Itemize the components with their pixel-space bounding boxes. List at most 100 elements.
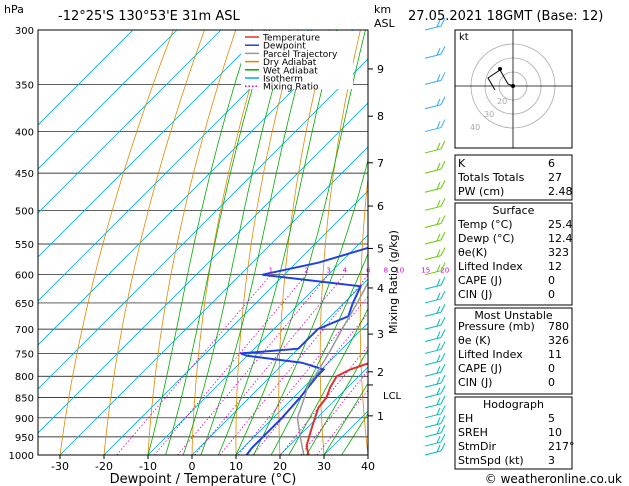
wind-barb <box>424 262 446 276</box>
wind-barb <box>424 179 446 193</box>
wind-barb-flag <box>436 318 441 327</box>
mixing-ratio-title: Mixing Ratio (g/kg) <box>387 230 400 334</box>
pressure-tick-label: 650 <box>15 299 34 310</box>
wind-barb-flag <box>440 231 446 241</box>
mixing-ratio-label: 10 <box>395 267 404 275</box>
wind-barb-flag <box>436 233 441 242</box>
pressure-tick-label: 300 <box>15 26 34 37</box>
mixing-ratio-label: 4 <box>343 267 348 275</box>
wind-barb-staff <box>424 148 442 154</box>
wind-barb-flag <box>436 426 441 435</box>
wind-barb <box>424 231 446 245</box>
index-label: K <box>458 157 466 170</box>
index-label: CAPE (J) <box>458 362 502 375</box>
wind-barb-flag <box>436 343 441 351</box>
wind-barb-flag <box>440 290 446 300</box>
isotherm-line <box>38 102 368 434</box>
index-label: SREH <box>458 426 488 439</box>
hodograph-ring-label: 20 <box>497 97 507 106</box>
wind-barb-flag <box>436 397 441 406</box>
wind-barb <box>424 329 446 342</box>
legend-label: Parcel Trajectory <box>263 50 338 60</box>
pressure-units: hPa <box>4 3 24 16</box>
wind-barb-flag <box>436 387 441 395</box>
wet-adiabat-line <box>182 30 290 455</box>
isotherm-line <box>38 30 266 258</box>
hodograph: kt 20 30 40 <box>454 29 573 149</box>
index-label: Pressure (mb) <box>458 320 535 333</box>
index-value: 0 <box>548 376 555 389</box>
wind-barb-staff <box>424 450 442 456</box>
legend-label: Temperature <box>262 34 320 44</box>
wind-barb-flag <box>436 444 441 453</box>
wind-barb-flag <box>440 374 446 384</box>
wind-barb <box>424 160 446 174</box>
dry-adiabat-line <box>147 30 237 455</box>
wind-barb-flag <box>440 304 446 313</box>
plot-frame <box>37 29 369 456</box>
index-value: 11 <box>548 348 562 361</box>
wind-barb-flag <box>436 19 441 28</box>
wind-barb <box>424 424 446 438</box>
wind-barb-staff <box>424 223 442 229</box>
x-tick-label: -10 <box>139 460 157 473</box>
index-label: θe (K) <box>458 334 491 347</box>
wind-barb <box>424 17 446 31</box>
datetime-title: 27.05.2021 18GMT (Base: 12) <box>408 9 603 24</box>
isotherm-line <box>59 146 368 455</box>
wind-barb-flag <box>436 366 441 374</box>
wind-barb-staff <box>424 298 442 304</box>
index-value: 2.48 <box>548 185 573 198</box>
wind-barb-staff <box>424 413 442 419</box>
legend-label: Dry Adiabat <box>263 58 317 68</box>
wet-adiabat-line <box>147 30 253 455</box>
wind-barb-flag <box>436 264 441 272</box>
wind-barb-flag <box>440 72 446 81</box>
index-value: 25.4 <box>548 218 573 231</box>
isotherm-line <box>38 58 368 390</box>
dry-adiabat-line <box>437 30 456 455</box>
index-label: Lifted Index <box>458 348 523 361</box>
index-value: 217° <box>548 440 575 453</box>
index-value: 0 <box>548 274 555 287</box>
wind-barb <box>424 198 446 211</box>
index-value: 3 <box>548 454 555 467</box>
pressure-tick-label: 350 <box>15 80 34 91</box>
location-title: -12°25'S 130°53'E 31m ASL <box>58 9 240 24</box>
pressure-tick-label: 500 <box>15 206 34 217</box>
index-label: Dewp (°C) <box>458 232 514 245</box>
asl-label: ASL <box>374 17 396 30</box>
wind-barb-flag <box>436 417 441 425</box>
isotherm-line <box>38 30 178 170</box>
km-tick-label: 6 <box>377 200 384 213</box>
isotherm-line <box>38 30 310 302</box>
wind-barb-flag <box>436 292 441 301</box>
legend-label: Dewpoint <box>263 42 306 52</box>
wet-adiabat-line <box>288 307 368 455</box>
mixing-ratio-label: 6 <box>366 267 371 275</box>
index-value: 12 <box>548 260 562 273</box>
wind-barb-flag <box>436 217 441 225</box>
wind-barb-flag <box>436 74 441 82</box>
index-value: 10 <box>548 426 562 439</box>
wind-barb-flag <box>436 354 441 363</box>
wind-barb-flag <box>440 385 446 394</box>
lcl-label: LCL <box>383 391 402 402</box>
km-tick-label: 9 <box>377 63 384 76</box>
wind-barb <box>424 276 446 290</box>
index-value: 326 <box>548 334 569 347</box>
mixing-ratio-line <box>194 274 346 455</box>
x-tick-label: 10 <box>229 460 243 473</box>
wind-barb-flag <box>440 179 446 189</box>
mixing-ratio-label: 3 <box>326 267 330 275</box>
temperature-line <box>305 362 368 455</box>
mixing-ratio-label: 2 <box>304 267 308 275</box>
mixing-ratio-line <box>153 274 307 455</box>
wind-barb-staff <box>424 255 442 261</box>
wind-barb-flag <box>436 98 441 106</box>
pressure-tick-label: 450 <box>15 169 34 180</box>
wind-barb-staff <box>424 403 442 409</box>
wet-adiabat-line <box>323 382 368 455</box>
